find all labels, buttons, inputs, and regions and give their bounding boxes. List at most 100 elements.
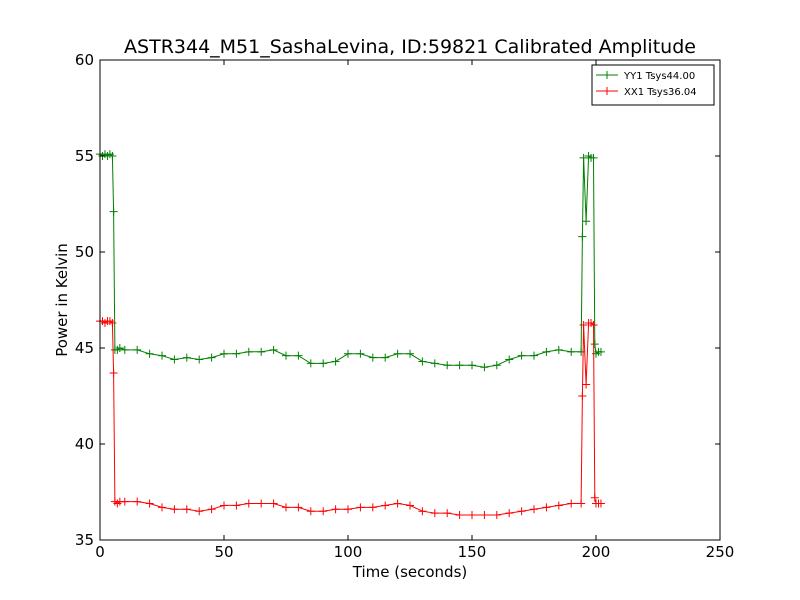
data-point xyxy=(505,509,514,518)
data-point xyxy=(306,507,315,516)
data-point xyxy=(356,503,365,512)
x-axis-label: Time (seconds) xyxy=(352,563,468,581)
data-point xyxy=(589,153,598,162)
data-point xyxy=(381,353,390,362)
data-point xyxy=(182,505,191,514)
y-tick-label: 40 xyxy=(75,435,94,453)
data-point xyxy=(170,355,179,364)
data-point xyxy=(133,497,142,506)
data-point xyxy=(554,345,563,354)
data-point xyxy=(393,349,402,358)
data-point xyxy=(195,507,204,516)
data-point xyxy=(480,511,489,520)
data-point xyxy=(170,505,179,514)
data-point xyxy=(207,505,216,514)
legend-marker xyxy=(603,87,611,95)
data-point xyxy=(492,511,501,520)
y-axis: 35 40 45 50 55 60 xyxy=(75,51,720,549)
data-point xyxy=(542,503,551,512)
data-point xyxy=(418,507,427,516)
data-point xyxy=(542,347,551,356)
data-point xyxy=(269,499,278,508)
data-point xyxy=(468,511,476,520)
x-axis: 0 50 100 150 200 250 xyxy=(95,60,734,561)
data-point xyxy=(430,359,439,368)
data-point xyxy=(578,232,587,241)
plot-area-frame xyxy=(99,59,721,541)
x-tick-label: 250 xyxy=(706,543,735,561)
data-point xyxy=(195,355,204,364)
chart-title: ASTR344_M51_SashaLevina, ID:59821 Calibr… xyxy=(124,36,696,58)
series-1 xyxy=(96,150,605,372)
data-point xyxy=(418,357,427,366)
y-tick-label: 35 xyxy=(75,531,94,549)
data-point xyxy=(344,349,352,358)
legend-label: YY1 Tsys44.00 xyxy=(623,71,695,82)
data-point xyxy=(319,359,328,368)
data-point xyxy=(505,355,514,364)
y-tick-label: 60 xyxy=(75,51,94,69)
x-tick-label: 50 xyxy=(214,543,233,561)
data-point xyxy=(108,152,117,160)
data-point xyxy=(145,349,154,358)
y-tick-label: 50 xyxy=(75,243,94,261)
data-point xyxy=(468,361,476,370)
legend-label: XX1 Tsys36.04 xyxy=(624,87,697,98)
data-point xyxy=(158,351,166,360)
data-point xyxy=(554,501,563,510)
data-point xyxy=(578,392,587,400)
data-point xyxy=(232,501,241,510)
y-axis-label: Power in Kelvin xyxy=(53,243,71,357)
data-point xyxy=(579,320,588,329)
data-point xyxy=(109,207,118,216)
data-point xyxy=(120,497,129,506)
data-point xyxy=(356,349,365,358)
data-point xyxy=(443,509,452,518)
data-point xyxy=(567,499,576,508)
data-point xyxy=(590,493,599,502)
data-point xyxy=(232,349,241,358)
data-point xyxy=(294,503,303,512)
data-point xyxy=(530,505,538,514)
data-point xyxy=(257,347,266,356)
legend-entry: XX1 Tsys36.04 xyxy=(596,87,697,98)
data-point xyxy=(133,345,142,354)
data-point xyxy=(406,501,414,510)
data-point xyxy=(158,503,166,512)
data-point xyxy=(589,320,598,329)
data-point xyxy=(319,507,328,516)
data-point xyxy=(331,505,340,514)
data-point xyxy=(443,361,452,370)
data-point xyxy=(182,353,191,362)
data-point xyxy=(393,499,402,508)
data-point xyxy=(567,347,576,356)
legend-marker xyxy=(603,71,611,79)
data-point xyxy=(368,503,377,512)
y-tick-label: 55 xyxy=(75,147,94,165)
x-tick-label: 100 xyxy=(334,543,363,561)
legend-box xyxy=(591,64,715,106)
data-point xyxy=(517,507,526,516)
data-point xyxy=(115,344,124,352)
data-point xyxy=(244,347,253,356)
data-point xyxy=(455,361,464,370)
data-point xyxy=(430,509,439,518)
data-point xyxy=(368,353,377,362)
data-point xyxy=(244,499,253,508)
y-tick-label: 45 xyxy=(75,339,94,357)
legend: YY1 Tsys44.00 XX1 Tsys36.04 xyxy=(591,64,715,106)
data-point xyxy=(109,368,118,377)
data-point xyxy=(582,380,591,389)
data-point xyxy=(381,501,390,510)
data-point xyxy=(145,499,154,508)
data-point xyxy=(344,505,352,514)
data-point xyxy=(269,345,278,354)
data-point xyxy=(577,499,586,508)
data-point xyxy=(108,319,117,328)
data-point xyxy=(294,351,303,360)
data-point xyxy=(492,361,501,370)
data-point xyxy=(582,217,591,226)
x-tick-label: 150 xyxy=(458,543,487,561)
data-point xyxy=(220,501,228,510)
